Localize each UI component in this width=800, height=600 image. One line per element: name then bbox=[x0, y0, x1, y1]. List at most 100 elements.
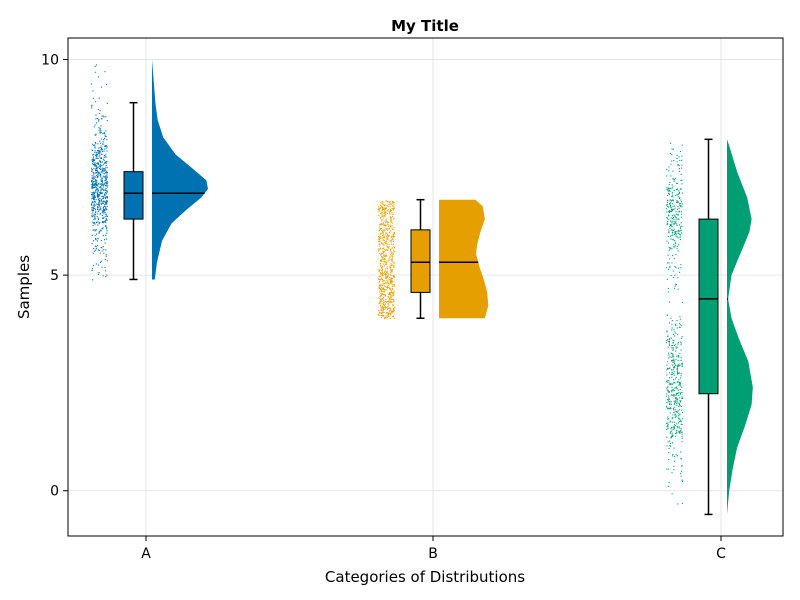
rain-dot bbox=[380, 227, 382, 229]
rain-dot bbox=[678, 190, 680, 192]
rain-dot bbox=[388, 234, 390, 236]
rain-dot bbox=[385, 249, 387, 251]
rain-dot bbox=[392, 288, 394, 290]
rain-dot bbox=[681, 435, 683, 437]
rain-dot bbox=[677, 201, 679, 203]
rain-dot bbox=[98, 150, 100, 152]
rain-dot bbox=[676, 371, 678, 373]
rain-dot bbox=[673, 427, 675, 429]
rain-dot bbox=[674, 207, 676, 209]
rain-dot bbox=[679, 372, 681, 374]
rain-dot bbox=[95, 203, 97, 205]
rain-dot bbox=[671, 391, 673, 393]
rain-dot bbox=[388, 279, 390, 281]
rain-dot bbox=[105, 218, 107, 220]
rain-dot bbox=[103, 217, 105, 219]
rain-dot bbox=[390, 312, 392, 314]
rain-dot bbox=[382, 252, 384, 254]
rain-dot bbox=[678, 384, 680, 386]
rain-dot bbox=[670, 317, 672, 319]
rain-dot bbox=[678, 207, 680, 209]
rain-dot bbox=[670, 217, 672, 219]
rain-dot bbox=[673, 447, 675, 449]
rain-dot bbox=[681, 396, 683, 398]
rain-dot bbox=[390, 310, 392, 312]
rain-dot bbox=[677, 417, 679, 419]
rain-dot bbox=[385, 277, 387, 279]
rain-dot bbox=[106, 208, 108, 210]
rain-dot bbox=[379, 284, 381, 286]
rain-dot bbox=[97, 208, 99, 210]
rain-dot bbox=[380, 233, 382, 235]
rain-dot bbox=[393, 274, 395, 276]
rain-dot bbox=[106, 182, 108, 184]
rain-dot bbox=[105, 249, 107, 251]
rain-dot bbox=[675, 210, 677, 212]
rain-dot bbox=[102, 188, 104, 190]
rain-dot bbox=[681, 302, 683, 304]
rain-dot bbox=[391, 310, 393, 312]
rain-dot bbox=[666, 402, 668, 404]
rain-dot bbox=[105, 161, 107, 163]
rain-dot bbox=[105, 175, 107, 177]
rain-dot bbox=[105, 178, 107, 180]
rain-dot bbox=[681, 144, 683, 146]
plot-frame bbox=[67, 37, 784, 537]
rain-dot bbox=[95, 190, 97, 192]
rain-dot bbox=[390, 300, 392, 302]
rain-dot bbox=[379, 204, 381, 206]
rain-dot bbox=[100, 157, 102, 159]
rain-dot bbox=[100, 173, 102, 175]
rain-dot bbox=[387, 280, 389, 282]
rain-dot bbox=[672, 178, 674, 180]
rain-dot bbox=[98, 203, 100, 205]
rain-dot bbox=[96, 172, 98, 174]
rain-dot bbox=[677, 427, 679, 429]
rain-dot bbox=[382, 204, 384, 206]
rain-dot bbox=[380, 295, 382, 297]
rain-dot bbox=[99, 183, 101, 185]
rain-dot bbox=[677, 356, 679, 358]
rain-dot bbox=[98, 129, 100, 131]
rain-dot bbox=[96, 180, 98, 182]
rain-dot bbox=[390, 289, 392, 291]
rain-dot bbox=[382, 247, 384, 249]
rain-dot bbox=[97, 221, 99, 223]
rain-dot bbox=[92, 264, 94, 266]
rain-dot bbox=[93, 214, 95, 216]
rain-dot bbox=[669, 377, 671, 379]
rain-dot bbox=[379, 289, 381, 291]
rain-dot bbox=[677, 342, 679, 344]
rain-dot bbox=[95, 199, 97, 201]
rain-dot bbox=[95, 64, 97, 66]
rain-dot bbox=[95, 248, 97, 250]
rain-dot bbox=[382, 306, 384, 308]
rain-dot bbox=[672, 270, 674, 272]
rain-dot bbox=[666, 389, 668, 391]
x-axis-label: Categories of Distributions bbox=[325, 568, 525, 586]
rain-dot bbox=[380, 228, 382, 230]
rain-dot bbox=[385, 214, 387, 216]
rain-dot bbox=[93, 181, 95, 183]
rain-dot bbox=[385, 228, 387, 230]
rain-dot bbox=[104, 209, 106, 211]
rain-dot bbox=[390, 279, 392, 281]
rain-dot bbox=[95, 186, 97, 188]
rain-dot bbox=[91, 207, 93, 209]
rain-dot bbox=[381, 216, 383, 218]
rain-dot bbox=[101, 189, 103, 191]
rain-dot bbox=[99, 131, 101, 133]
rain-dot bbox=[679, 322, 681, 324]
rain-dot bbox=[106, 190, 108, 192]
rain-dot bbox=[92, 171, 94, 173]
rain-dot bbox=[671, 435, 673, 437]
rain-dot bbox=[391, 271, 393, 273]
rain-dot bbox=[669, 356, 671, 358]
rain-dot bbox=[100, 176, 102, 178]
rain-dot bbox=[103, 249, 105, 251]
rain-dot bbox=[100, 145, 102, 147]
rain-dot bbox=[98, 250, 100, 252]
rain-dot bbox=[97, 217, 99, 219]
rain-dot bbox=[96, 167, 98, 169]
rain-dot bbox=[104, 177, 106, 179]
